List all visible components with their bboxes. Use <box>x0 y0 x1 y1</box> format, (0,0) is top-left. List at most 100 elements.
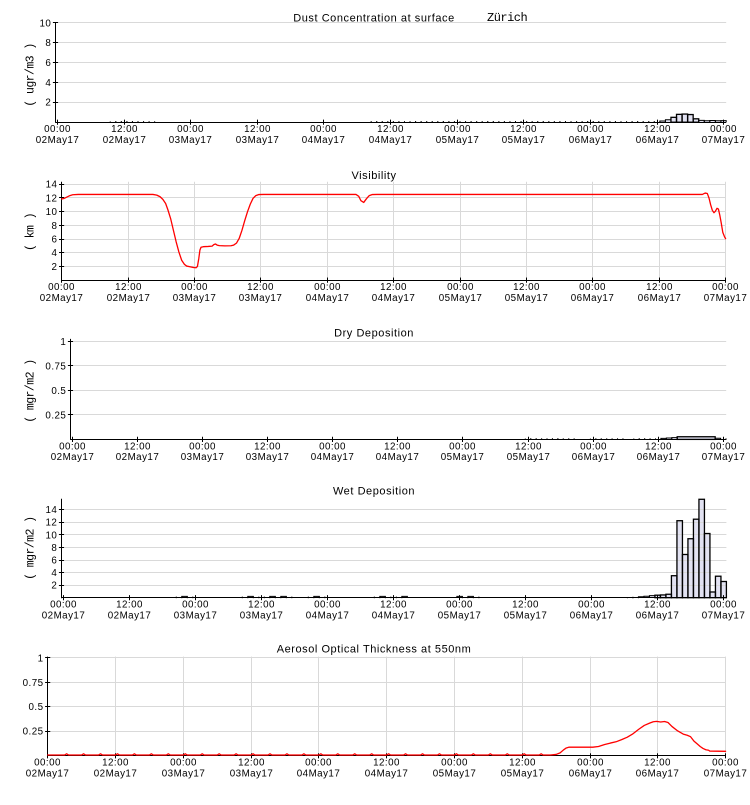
svg-text:12:00: 12:00 <box>380 282 407 293</box>
svg-text:03May17: 03May17 <box>173 293 216 304</box>
svg-text:Wet Deposition: Wet Deposition <box>333 485 415 497</box>
svg-text:05May17: 05May17 <box>507 452 550 463</box>
svg-text:03May17: 03May17 <box>162 769 205 780</box>
svg-text:06May17: 06May17 <box>569 135 612 146</box>
svg-text:00:00: 00:00 <box>710 600 737 611</box>
svg-text:04May17: 04May17 <box>372 611 415 622</box>
svg-text:Dust Concentration at surface: Dust Concentration at surface <box>293 12 454 24</box>
svg-text:05May17: 05May17 <box>436 135 479 146</box>
svg-text:00:00: 00:00 <box>314 600 341 611</box>
svg-text:12:00: 12:00 <box>644 600 671 611</box>
svg-text:4: 4 <box>51 248 57 259</box>
svg-text:00:00: 00:00 <box>59 441 86 452</box>
svg-text:04May17: 04May17 <box>376 452 419 463</box>
svg-text:10: 10 <box>46 207 58 218</box>
svg-text:07May17: 07May17 <box>702 135 745 146</box>
svg-text:1: 1 <box>38 653 44 664</box>
svg-text:Dry Deposition: Dry Deposition <box>334 328 414 340</box>
svg-text:03May17: 03May17 <box>246 452 289 463</box>
svg-text:02May17: 02May17 <box>116 452 159 463</box>
svg-text:00:00: 00:00 <box>449 441 476 452</box>
svg-text:0.5: 0.5 <box>51 386 66 397</box>
svg-text:00:00: 00:00 <box>314 282 341 293</box>
svg-text:0.75: 0.75 <box>45 361 66 372</box>
svg-text:14: 14 <box>45 505 57 516</box>
svg-text:05May17: 05May17 <box>433 769 476 780</box>
svg-text:10: 10 <box>45 530 57 541</box>
svg-text:0.25: 0.25 <box>45 410 66 421</box>
svg-text:06May17: 06May17 <box>638 293 681 304</box>
svg-text:00:00: 00:00 <box>577 124 604 135</box>
svg-text:05May17: 05May17 <box>438 611 481 622</box>
svg-text:00:00: 00:00 <box>319 441 346 452</box>
svg-text:03May17: 03May17 <box>181 452 224 463</box>
svg-text:12:00: 12:00 <box>373 758 400 769</box>
svg-text:00:00: 00:00 <box>577 758 604 769</box>
svg-text:04May17: 04May17 <box>306 293 349 304</box>
svg-text:00:00: 00:00 <box>712 282 739 293</box>
svg-text:02May17: 02May17 <box>40 293 83 304</box>
svg-text:( mgr/m2 ): ( mgr/m2 ) <box>25 517 38 580</box>
svg-text:06May17: 06May17 <box>572 452 615 463</box>
svg-text:12:00: 12:00 <box>384 441 411 452</box>
svg-text:12:00: 12:00 <box>116 600 143 611</box>
svg-text:00:00: 00:00 <box>447 282 474 293</box>
svg-text:07May17: 07May17 <box>704 293 747 304</box>
svg-text:12: 12 <box>46 193 58 204</box>
svg-text:12: 12 <box>45 518 57 529</box>
svg-text:12:00: 12:00 <box>254 441 281 452</box>
svg-text:02May17: 02May17 <box>108 611 151 622</box>
svg-text:04May17: 04May17 <box>311 452 354 463</box>
svg-text:12:00: 12:00 <box>644 758 671 769</box>
svg-text:4: 4 <box>51 568 57 579</box>
svg-text:( mgr/m2 ): ( mgr/m2 ) <box>25 359 38 422</box>
svg-text:00:00: 00:00 <box>578 600 605 611</box>
svg-text:00:00: 00:00 <box>446 600 473 611</box>
svg-text:12:00: 12:00 <box>513 282 540 293</box>
svg-text:00:00: 00:00 <box>177 124 204 135</box>
svg-text:0.5: 0.5 <box>29 702 44 713</box>
svg-text:8: 8 <box>51 543 57 554</box>
svg-text:00:00: 00:00 <box>305 758 332 769</box>
svg-text:02May17: 02May17 <box>26 769 69 780</box>
svg-text:2: 2 <box>51 581 57 592</box>
svg-text:02May17: 02May17 <box>51 452 94 463</box>
svg-text:12:00: 12:00 <box>509 758 536 769</box>
svg-text:02May17: 02May17 <box>94 769 137 780</box>
svg-text:Aerosol Optical Thickness at 5: Aerosol Optical Thickness at 550nm <box>277 644 472 656</box>
svg-text:2: 2 <box>51 262 57 273</box>
svg-text:10: 10 <box>39 18 51 29</box>
svg-text:04May17: 04May17 <box>302 135 345 146</box>
svg-text:03May17: 03May17 <box>240 611 283 622</box>
svg-text:00:00: 00:00 <box>181 282 208 293</box>
svg-text:03May17: 03May17 <box>230 769 273 780</box>
svg-text:05May17: 05May17 <box>502 135 545 146</box>
svg-text:14: 14 <box>46 180 58 191</box>
svg-text:12:00: 12:00 <box>244 124 271 135</box>
svg-text:8: 8 <box>51 221 57 232</box>
svg-text:05May17: 05May17 <box>505 293 548 304</box>
svg-text:00:00: 00:00 <box>712 758 739 769</box>
svg-text:12:00: 12:00 <box>512 600 539 611</box>
svg-text:12:00: 12:00 <box>238 758 265 769</box>
svg-text:06May17: 06May17 <box>571 293 614 304</box>
svg-text:12:00: 12:00 <box>380 600 407 611</box>
svg-text:0.25: 0.25 <box>23 727 44 738</box>
svg-text:00:00: 00:00 <box>182 600 209 611</box>
svg-text:04May17: 04May17 <box>369 135 412 146</box>
svg-text:12:00: 12:00 <box>644 124 671 135</box>
svg-text:05May17: 05May17 <box>501 769 544 780</box>
svg-text:05May17: 05May17 <box>439 293 482 304</box>
svg-text:Visibility: Visibility <box>351 170 396 182</box>
svg-text:0.75: 0.75 <box>23 678 44 689</box>
svg-text:06May17: 06May17 <box>636 769 679 780</box>
svg-text:00:00: 00:00 <box>710 441 737 452</box>
svg-text:03May17: 03May17 <box>174 611 217 622</box>
svg-text:02May17: 02May17 <box>107 293 150 304</box>
svg-text:12:00: 12:00 <box>515 441 542 452</box>
svg-text:00:00: 00:00 <box>310 124 337 135</box>
svg-text:00:00: 00:00 <box>34 758 61 769</box>
svg-text:04May17: 04May17 <box>365 769 408 780</box>
svg-text:07May17: 07May17 <box>704 769 747 780</box>
svg-text:05May17: 05May17 <box>441 452 484 463</box>
